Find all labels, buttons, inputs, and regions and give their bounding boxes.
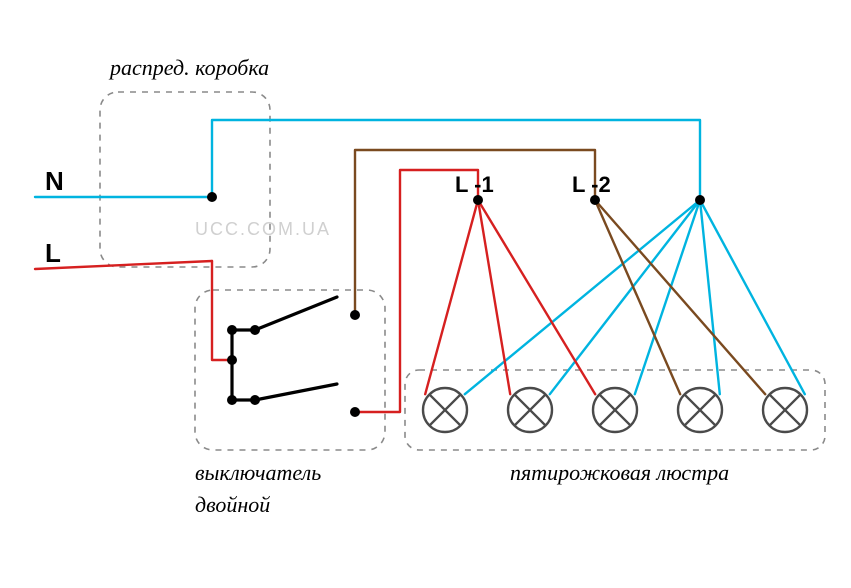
label-L: L bbox=[45, 238, 61, 268]
wiring-diagram: UCC.COM.UA распред. коробка выключатель дво… bbox=[0, 0, 851, 588]
label-chandelier: пятирожковая люстра bbox=[510, 460, 729, 485]
label-N: N bbox=[45, 166, 64, 196]
label-switch-line2: двойной bbox=[195, 492, 270, 517]
label-switch-line1: выключатель bbox=[195, 460, 321, 485]
label-L1: L -1 bbox=[455, 172, 494, 197]
watermark: UCC.COM.UA bbox=[195, 219, 331, 239]
label-L2: L -2 bbox=[572, 172, 611, 197]
label-junction-box: распред. коробка bbox=[108, 55, 269, 80]
